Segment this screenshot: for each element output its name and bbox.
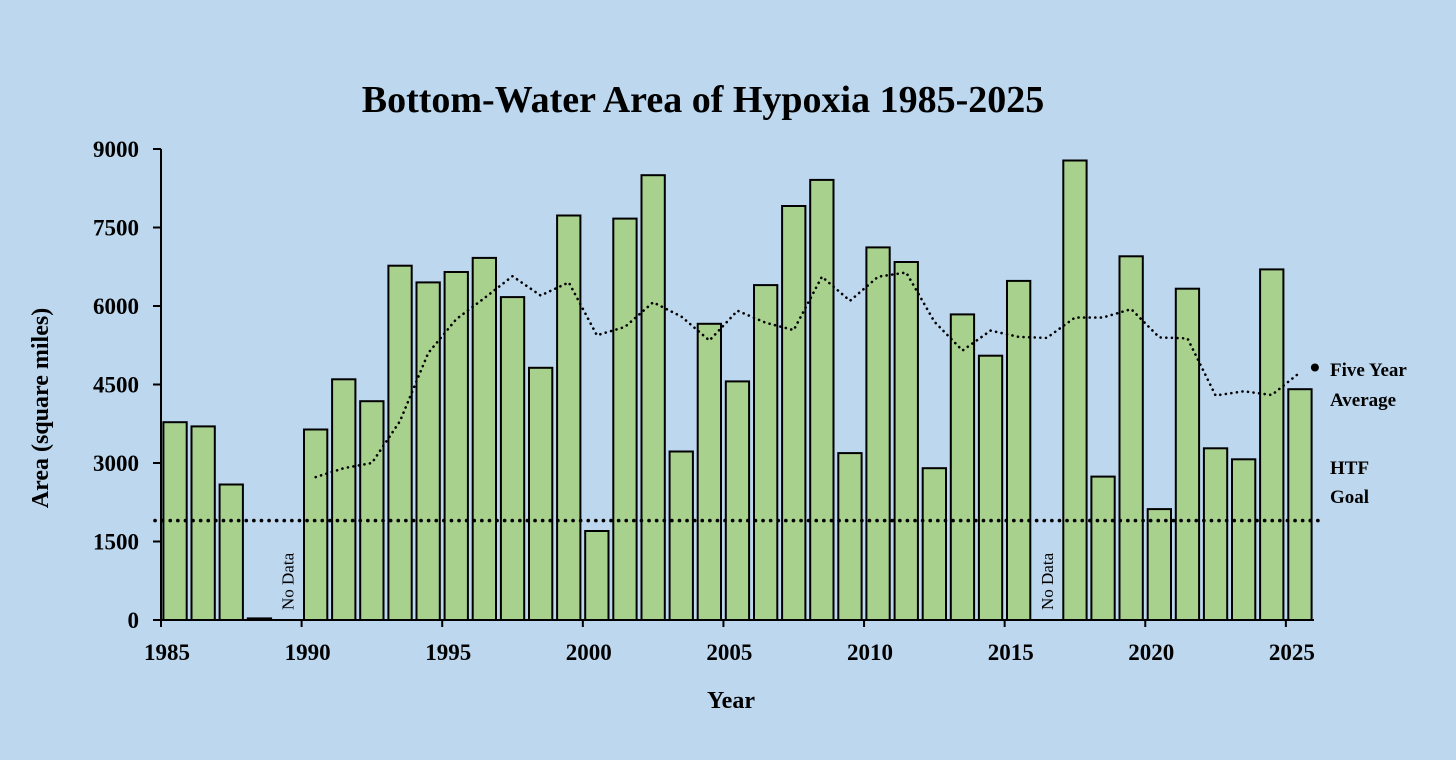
- bar-2011: [893, 261, 919, 621]
- bar-1991: [331, 378, 357, 621]
- legend-htf-line1: HTF: [1330, 458, 1369, 479]
- bar-2006: [753, 284, 779, 621]
- x-tick-label-2025: 2025: [1269, 640, 1315, 665]
- legend-htf-line2: Goal: [1330, 487, 1369, 508]
- bar-1997: [499, 296, 526, 621]
- bar-series: [162, 159, 1313, 622]
- bar-2000: [584, 530, 610, 621]
- five-year-average-path: [314, 271, 1302, 479]
- legend-five-year-line1: Five Year: [1330, 360, 1407, 381]
- y-axis-label: Area (square miles): [28, 308, 54, 508]
- no-data-label-2016: No Data: [1038, 552, 1057, 610]
- x-tick-label-2015: 2015: [988, 640, 1034, 665]
- y-tick-label-3000: 3000: [93, 451, 139, 476]
- bar-2015: [1006, 279, 1032, 621]
- x-ticks: 1985 1990 1995 2000 2005 2010 2015 2020 2025: [144, 620, 1315, 665]
- bar-1986: [190, 425, 216, 621]
- bar-1995: [443, 271, 469, 621]
- x-tick-label-2005: 2005: [706, 640, 752, 665]
- bar-2007: [781, 205, 807, 621]
- y-tick-label-6000: 6000: [93, 294, 139, 319]
- legend-five-year-line2: Average: [1330, 390, 1396, 411]
- y-ticks: 0 1500 3000 4500 6000 7500 9000: [93, 137, 161, 633]
- bar-2014: [977, 354, 1004, 621]
- bar-2008: [809, 178, 835, 621]
- bar-2023: [1231, 458, 1257, 621]
- bar-2017: [1062, 159, 1088, 621]
- annotations: No Data No Data: [279, 552, 1057, 610]
- x-tick-label-1990: 1990: [285, 640, 331, 665]
- y-tick-label-0: 0: [128, 608, 140, 633]
- bar-1993: [387, 264, 413, 621]
- bar-2022: [1202, 447, 1229, 621]
- legend: Five Year Average HTF Goal: [1330, 360, 1407, 508]
- x-axis-label: Year: [707, 688, 755, 714]
- bar-2024: [1259, 268, 1285, 621]
- bar-1996: [471, 256, 498, 621]
- bar-1987: [218, 483, 244, 621]
- bar-2010: [865, 246, 891, 621]
- bar-2005: [724, 380, 751, 621]
- bar-1998: [528, 366, 554, 621]
- bar-2001: [612, 217, 638, 621]
- bar-2009: [837, 452, 863, 621]
- bar-2012: [921, 467, 948, 622]
- bar-1992: [359, 400, 385, 622]
- bar-1990: [303, 428, 329, 621]
- x-tick-label-2000: 2000: [566, 640, 612, 665]
- five-year-average-line: [314, 271, 1319, 479]
- y-tick-label-1500: 1500: [93, 530, 139, 555]
- y-tick-label-9000: 9000: [93, 137, 139, 162]
- x-tick-label-1995: 1995: [425, 640, 471, 665]
- five-year-average-marker: [1310, 363, 1319, 372]
- y-tick-label-4500: 4500: [93, 373, 139, 398]
- bar-1999: [556, 214, 582, 621]
- y-tick-label-7500: 7500: [93, 216, 139, 241]
- bar-2025: [1287, 388, 1313, 622]
- bar-2013: [949, 313, 976, 621]
- bar-1985: [162, 421, 188, 622]
- x-tick-label-2020: 2020: [1128, 640, 1174, 665]
- x-tick-label-1985: 1985: [144, 640, 190, 665]
- bar-2020: [1146, 508, 1172, 622]
- bar-2004: [696, 322, 723, 621]
- bar-2003: [668, 450, 694, 621]
- bar-1994: [415, 281, 441, 621]
- bar-2002: [640, 174, 666, 621]
- bar-2018: [1090, 475, 1116, 621]
- chart-title: Bottom-Water Area of Hypoxia 1985-2025: [362, 79, 1045, 121]
- x-tick-label-2010: 2010: [847, 640, 893, 665]
- no-data-label-1989: No Data: [279, 552, 298, 610]
